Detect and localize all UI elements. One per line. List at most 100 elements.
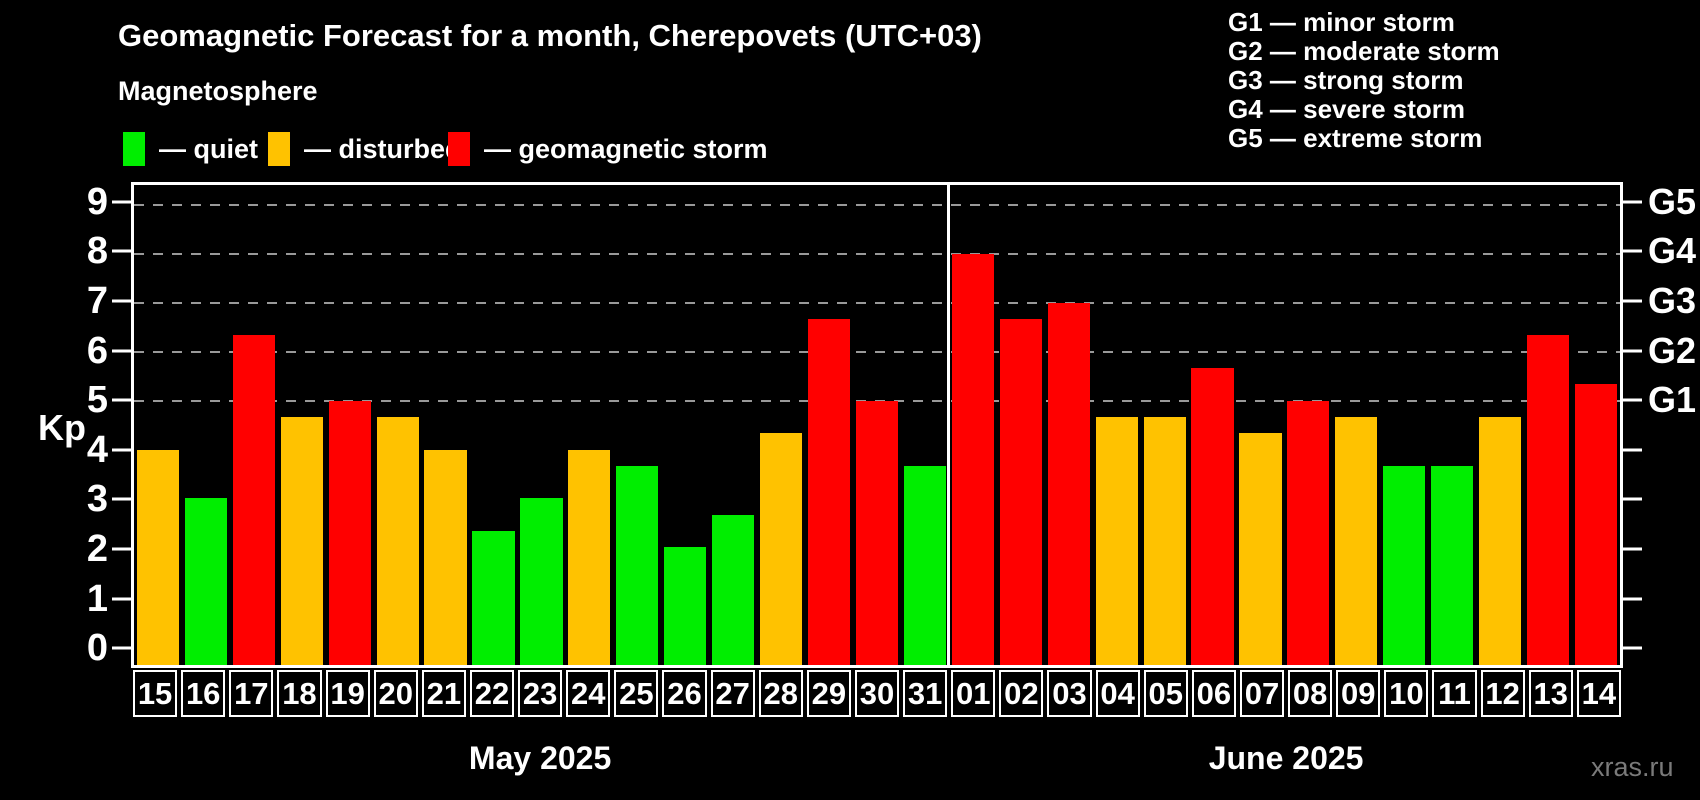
kp-axis-tick-right-0 [1623, 646, 1642, 650]
kp-bar-day-26 [664, 547, 707, 665]
kp-axis-label-6: 6 [86, 329, 108, 372]
g-axis-label-g5: G5 [1648, 180, 1697, 222]
kp-axis-label-5: 5 [86, 379, 108, 422]
legend-label-storm: — geomagnetic storm [484, 133, 768, 164]
kp-bar-day-14 [1574, 384, 1618, 665]
kp-axis-tick-left-7 [112, 299, 131, 303]
kp-axis-tick-left-4 [112, 448, 131, 452]
kp-axis-label-9: 9 [86, 180, 108, 223]
date-box-01: 01 [951, 670, 996, 717]
kp-axis-tick-left-6 [112, 349, 131, 353]
kp-axis-tick-left-5 [112, 398, 131, 402]
kp-axis-tick-left-1 [112, 597, 131, 601]
kp-axis-tick-left-2 [112, 547, 131, 551]
month-label-0: May 2025 [468, 740, 612, 776]
kp-bar-day-31 [903, 465, 947, 665]
kp-axis-label-8: 8 [86, 230, 108, 273]
date-box-03: 03 [1047, 670, 1092, 717]
kp-axis-tick-left-3 [112, 497, 131, 501]
date-box-14: 14 [1576, 670, 1621, 717]
date-box-10: 10 [1384, 670, 1429, 717]
date-box-12: 12 [1480, 670, 1525, 717]
kp-axis-label-7: 7 [86, 280, 108, 323]
date-box-02: 02 [999, 670, 1044, 717]
kp-bar-day-22 [472, 531, 515, 665]
date-box-05: 05 [1143, 670, 1188, 717]
kp-bar-day-18 [280, 416, 323, 665]
date-box-09: 09 [1336, 670, 1381, 717]
plot-inner [134, 185, 1620, 665]
kp-axis-tick-left-8 [112, 249, 131, 253]
y-axis-label: Kp [38, 407, 86, 448]
date-box-23: 23 [518, 670, 563, 717]
storm-swatch-icon [448, 132, 470, 166]
kp-bar-day-03 [1047, 302, 1090, 665]
kp-axis-label-0: 0 [86, 627, 108, 670]
kp-bar-day-10 [1383, 465, 1426, 665]
date-box-17: 17 [229, 670, 274, 717]
kp-bar-day-30 [855, 400, 899, 665]
date-box-30: 30 [854, 670, 900, 717]
kp-axis-tick-right-8 [1623, 249, 1642, 253]
date-box-06: 06 [1191, 670, 1236, 717]
gridline-kp-7 [134, 301, 1620, 304]
date-box-11: 11 [1432, 670, 1477, 717]
kp-bar-day-16 [184, 498, 227, 665]
date-box-25: 25 [614, 670, 659, 717]
date-box-21: 21 [421, 670, 466, 717]
g-legend-line-g5: G5 — extreme storm [1228, 123, 1483, 153]
legend-item-disturbed: — disturbed [268, 131, 462, 167]
kp-bar-day-12 [1479, 416, 1522, 665]
date-box-29: 29 [806, 670, 851, 717]
kp-bar-day-27 [712, 514, 755, 665]
kp-bar-day-11 [1431, 465, 1474, 665]
kp-axis-tick-right-9 [1623, 200, 1642, 204]
kp-bar-day-23 [520, 498, 563, 665]
kp-bar-day-02 [999, 318, 1042, 665]
g-legend-line-g3: G3 — strong storm [1228, 65, 1464, 95]
kp-bar-day-20 [376, 416, 419, 665]
legend-item-quiet: — quiet [123, 131, 258, 167]
kp-axis-tick-left-9 [112, 200, 131, 204]
magnetosphere-subtitle: Magnetosphere [118, 76, 318, 106]
date-box-04: 04 [1095, 670, 1140, 717]
kp-bar-day-25 [616, 465, 659, 665]
date-box-15: 15 [133, 670, 178, 717]
g-axis-label-g3: G3 [1648, 280, 1697, 322]
gridline-kp-9 [134, 203, 1620, 206]
date-box-20: 20 [373, 670, 418, 717]
kp-axis-label-4: 4 [86, 428, 108, 471]
date-box-31: 31 [903, 670, 948, 717]
kp-bar-day-06 [1191, 367, 1234, 665]
gridline-kp-5 [134, 399, 1620, 402]
kp-bar-day-01 [951, 253, 994, 665]
quiet-swatch-icon [123, 132, 145, 166]
kp-bar-day-13 [1527, 335, 1570, 665]
kp-axis-tick-right-7 [1623, 299, 1642, 303]
date-box-19: 19 [325, 670, 370, 717]
kp-bar-day-07 [1239, 433, 1282, 665]
kp-bar-day-24 [568, 449, 611, 665]
kp-bar-day-28 [760, 433, 803, 665]
gridline-kp-6 [134, 350, 1620, 353]
g-axis-label-g2: G2 [1648, 329, 1697, 371]
g-legend-line-g1: G1 — minor storm [1228, 7, 1455, 37]
gridline-kp-8 [134, 252, 1620, 255]
legend-label-disturbed: — disturbed [304, 133, 462, 164]
kp-axis-tick-right-1 [1623, 597, 1642, 601]
g-legend-line-g4: G4 — severe storm [1228, 94, 1466, 124]
month-label-1: June 2025 [1208, 740, 1364, 776]
g-scale-legend: G1 — minor storm G2 — moderate storm G3 … [1228, 8, 1500, 153]
legend-item-storm: — geomagnetic storm [448, 131, 768, 167]
kp-axis-tick-right-3 [1623, 497, 1642, 501]
kp-bar-day-29 [807, 318, 851, 665]
plot-area [131, 182, 1623, 668]
date-box-22: 22 [469, 670, 515, 717]
kp-bar-day-08 [1287, 400, 1330, 665]
month-separator [946, 185, 950, 665]
date-box-28: 28 [758, 670, 803, 717]
kp-bar-day-04 [1095, 416, 1138, 665]
g-axis-label-g4: G4 [1648, 230, 1697, 272]
kp-bar-day-19 [328, 400, 371, 665]
